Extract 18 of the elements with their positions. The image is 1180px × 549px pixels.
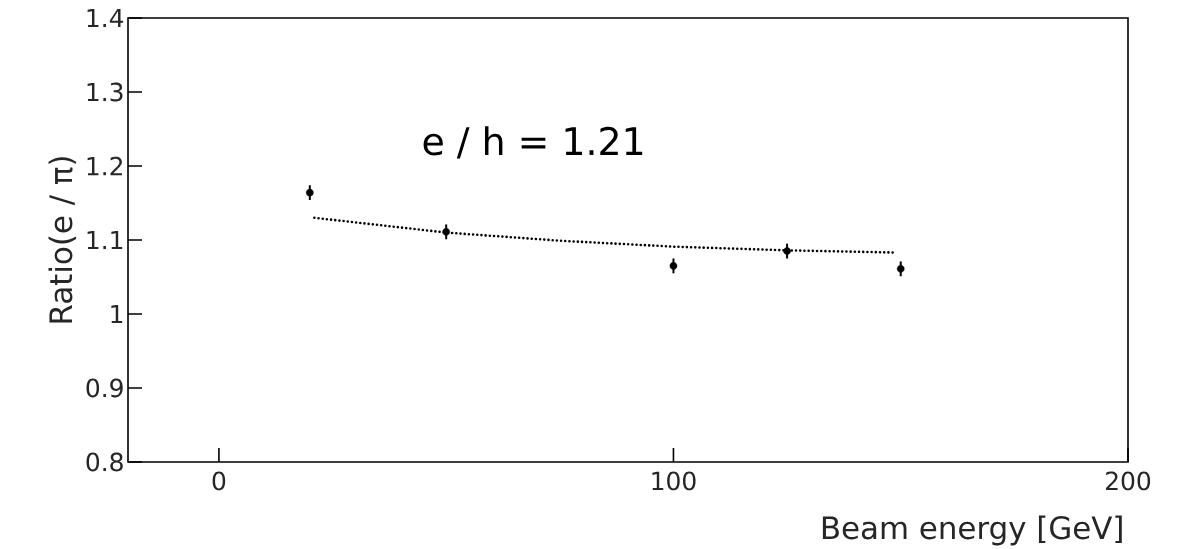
annotation: e / h = 1.21 — [423, 126, 643, 159]
y-tick-label: 1.2 — [87, 156, 122, 176]
point — [669, 262, 678, 270]
y-tick-label: 0.9 — [86, 378, 123, 398]
y-tick-label: 1.3 — [87, 82, 123, 102]
point — [896, 265, 905, 273]
y-tick-label: 0.8 — [86, 452, 123, 472]
y-tick-label: 1 — [111, 305, 123, 324]
y-tick-label: 1.4 — [87, 9, 124, 28]
point — [783, 247, 791, 256]
y-axis-title: Ratio(e / π) — [48, 157, 77, 323]
x-tick-label: 100 — [652, 471, 696, 491]
x-tick-label: 0 — [212, 471, 226, 491]
y-tick-label: 1.1 — [87, 231, 123, 250]
point — [306, 188, 314, 197]
x-tick-label: 200 — [1106, 471, 1151, 491]
x-axis-title: Beam energy [GeV] — [822, 515, 1122, 546]
point — [442, 228, 450, 236]
